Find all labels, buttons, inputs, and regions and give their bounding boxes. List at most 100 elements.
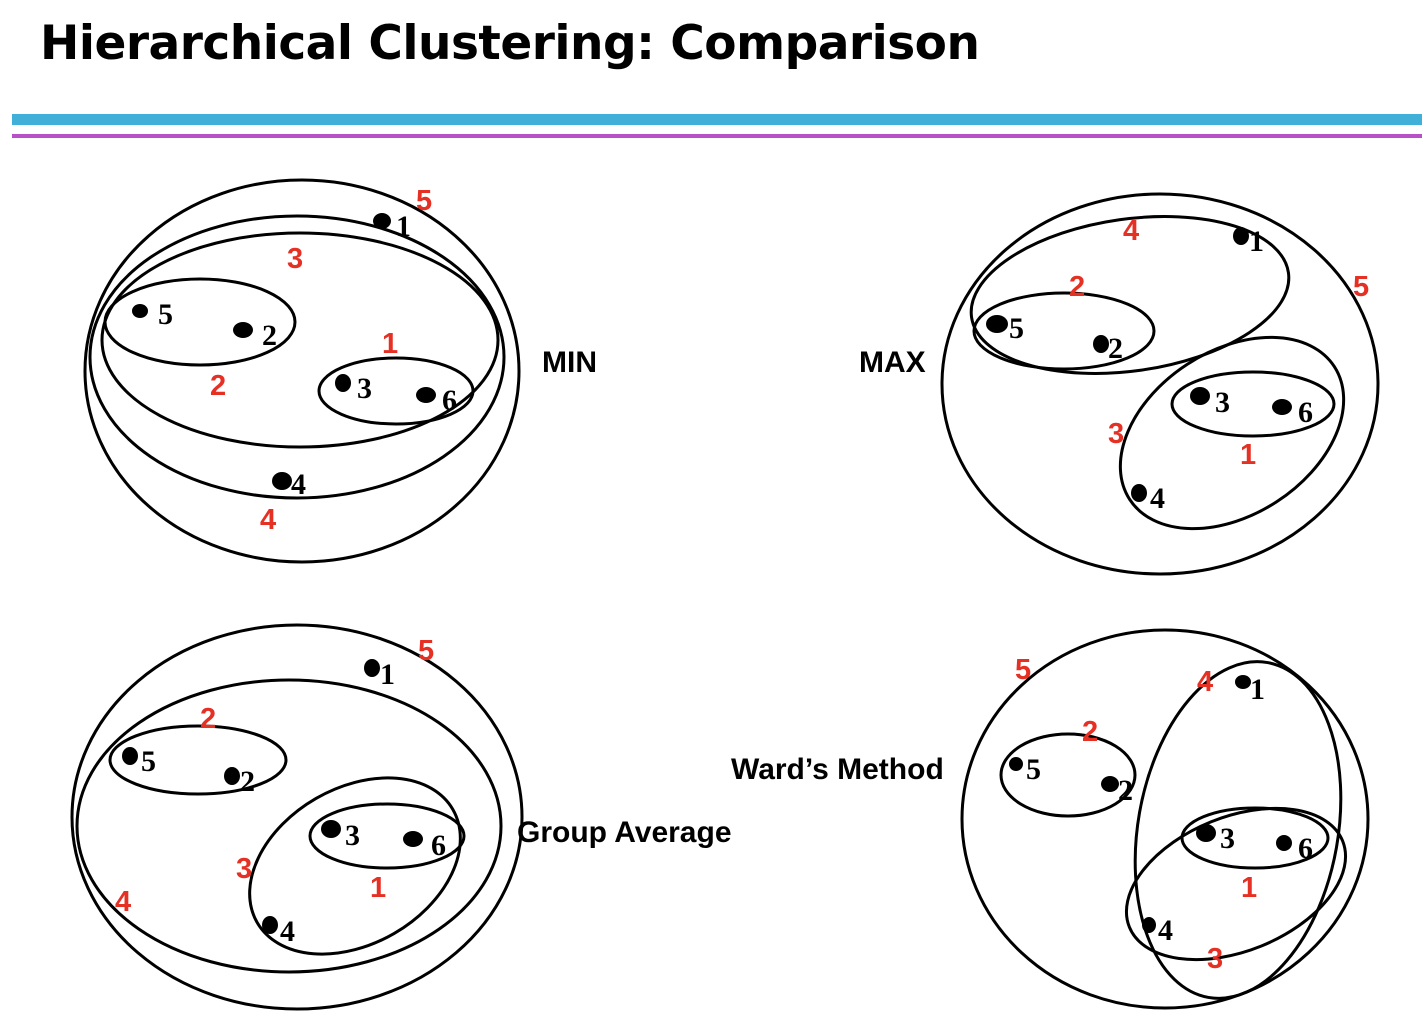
ward-point-4-dot	[1142, 917, 1156, 933]
min-cluster-3	[100, 231, 500, 449]
min-point-1-dot	[373, 213, 391, 229]
max-point-6-label: 6	[1298, 396, 1313, 429]
ward-merge-4: 4	[1197, 666, 1213, 698]
ward-cluster-2	[999, 732, 1137, 818]
avg-point-5-dot	[122, 747, 138, 765]
ward-point-3-dot	[1196, 824, 1216, 842]
ward-point-4-label: 4	[1158, 914, 1173, 947]
ward-cluster-4	[1133, 660, 1343, 1000]
min-cluster-4	[88, 214, 506, 500]
max-point-5-label: 5	[1009, 312, 1024, 345]
avg-point-1-dot	[364, 659, 380, 677]
ward-cluster-1	[1180, 806, 1330, 870]
max-point-4-label: 4	[1150, 482, 1165, 515]
avg-point-3-dot	[321, 820, 341, 838]
max-point-5-dot	[986, 315, 1008, 333]
min-point-1-label: 1	[396, 210, 411, 243]
min-point-3-dot	[335, 374, 351, 392]
ward-point-1-dot	[1235, 675, 1251, 689]
ward-method-label: Ward’s Method	[731, 753, 944, 786]
ward-merge-3: 3	[1207, 943, 1223, 975]
max-point-3-label: 3	[1215, 386, 1230, 419]
min-method-label: MIN	[542, 346, 597, 379]
min-merge-5: 5	[416, 185, 432, 217]
avg-point-5-label: 5	[141, 745, 156, 778]
min-cluster-2	[103, 277, 297, 367]
max-merge-3: 3	[1108, 418, 1124, 450]
min-point-6-label: 6	[442, 384, 457, 417]
max-point-2-label: 2	[1108, 332, 1123, 365]
max-point-1-label: 1	[1249, 225, 1264, 258]
min-cluster-5	[83, 178, 521, 564]
ward-merge-2: 2	[1082, 716, 1098, 748]
max-cluster-5	[940, 192, 1380, 576]
ward-point-6-dot	[1276, 835, 1292, 851]
avg-point-3-label: 3	[345, 819, 360, 852]
min-point-5-dot	[132, 304, 148, 318]
max-merge-4: 4	[1123, 215, 1139, 247]
panel-wards-method: 1 5 2 3 6 4 1 2 3 4 5 Ward’s Method	[731, 628, 1370, 1010]
max-point-1-dot	[1233, 227, 1249, 245]
min-merge-2: 2	[210, 370, 226, 402]
min-point-2-dot	[233, 322, 253, 338]
ward-point-5-dot	[1009, 757, 1023, 771]
min-point-2-label: 2	[262, 319, 277, 352]
ward-cluster-5	[960, 628, 1370, 1010]
min-cluster-1	[317, 356, 475, 426]
ward-merge-5: 5	[1015, 654, 1031, 686]
max-cluster-1	[1170, 370, 1336, 438]
ward-point-3-label: 3	[1220, 822, 1235, 855]
max-cluster-2	[972, 291, 1156, 371]
title-rule-blue	[12, 114, 1422, 125]
max-merge-5: 5	[1353, 271, 1369, 303]
max-cluster-3	[1118, 335, 1346, 531]
min-point-5-label: 5	[158, 298, 173, 331]
min-point-4-label: 4	[291, 468, 306, 501]
max-point-4-dot	[1131, 484, 1147, 502]
avg-cluster-3	[248, 776, 462, 956]
avg-point-2-label: 2	[240, 765, 255, 798]
avg-merge-5: 5	[418, 635, 434, 667]
avg-merge-1: 1	[370, 872, 386, 904]
avg-merge-3: 3	[236, 853, 252, 885]
ward-point-6-label: 6	[1298, 832, 1313, 865]
min-point-4-dot	[272, 472, 292, 490]
min-merge-3: 3	[287, 243, 303, 275]
min-point-3-label: 3	[357, 372, 372, 405]
max-point-2-dot	[1093, 335, 1109, 353]
panel-min: 1 5 2 3 6 4 1 2 3 4 5 MIN	[83, 178, 597, 564]
ward-point-1-label: 1	[1250, 673, 1265, 706]
avg-point-2-dot	[224, 767, 240, 785]
avg-cluster-4	[75, 678, 503, 974]
avg-point-1-label: 1	[380, 658, 395, 691]
title-rule-purple	[12, 134, 1422, 138]
avg-method-label: Group Average	[517, 816, 732, 849]
avg-cluster-1	[308, 802, 466, 870]
max-point-6-dot	[1272, 399, 1292, 415]
avg-point-6-dot	[403, 831, 423, 847]
ward-point-5-label: 5	[1026, 753, 1041, 786]
max-cluster-4	[969, 215, 1291, 375]
slide-title: Hierarchical Clustering: Comparison	[40, 16, 980, 71]
ward-merge-1: 1	[1241, 872, 1257, 904]
min-merge-4: 4	[260, 504, 276, 536]
ward-point-2-dot	[1101, 776, 1119, 792]
ward-point-2-label: 2	[1118, 774, 1133, 807]
avg-cluster-2	[108, 724, 288, 796]
min-point-6-dot	[416, 387, 436, 403]
avg-point-6-label: 6	[431, 829, 446, 862]
avg-point-4-label: 4	[280, 915, 295, 948]
min-merge-1: 1	[382, 328, 398, 360]
panel-group-average: 1 5 2 3 6 4 1 2 3 4 5 Group Average	[70, 623, 732, 1011]
avg-cluster-5	[70, 623, 524, 1011]
max-point-3-dot	[1190, 387, 1210, 405]
avg-point-4-dot	[262, 916, 278, 934]
panel-max: 1 5 2 3 6 4 1 2 3 4 5 MAX	[859, 192, 1380, 576]
max-merge-1: 1	[1240, 439, 1256, 471]
max-merge-2: 2	[1069, 271, 1085, 303]
avg-merge-4: 4	[115, 886, 131, 918]
ward-cluster-3	[1124, 806, 1348, 962]
max-method-label: MAX	[859, 346, 926, 379]
avg-merge-2: 2	[200, 703, 216, 735]
